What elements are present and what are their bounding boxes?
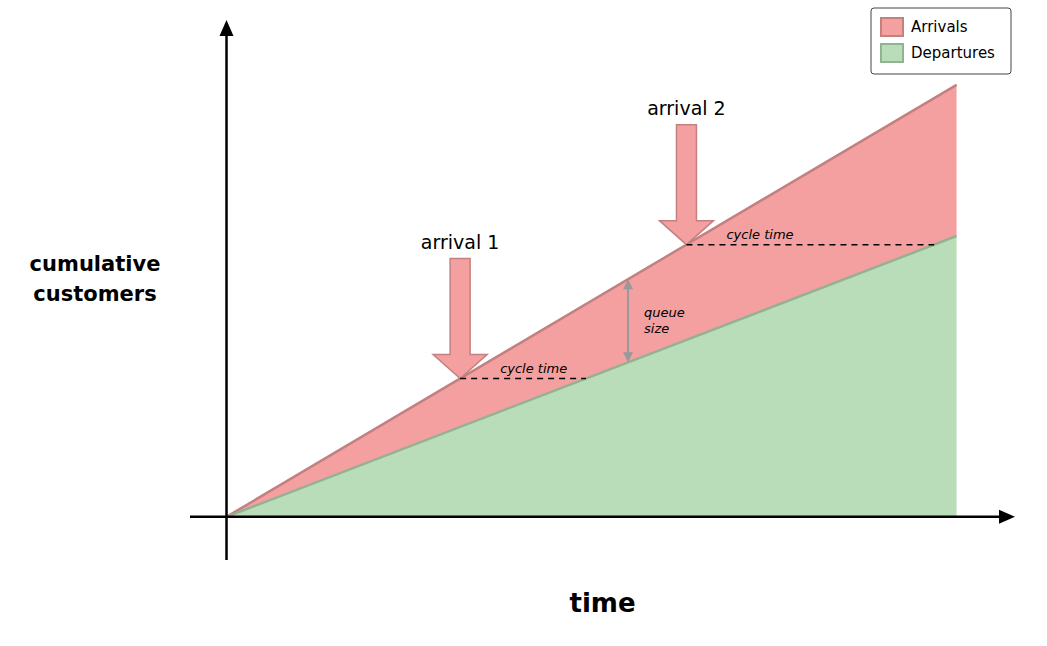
queue-label-line: size [644, 321, 669, 336]
queue-arrow-head [623, 352, 633, 362]
annotations: arrival 1 arrival 2 cycle time cycle time qu… [421, 97, 934, 379]
departures-area [227, 236, 957, 517]
y-axis-label-line: cumulative [30, 252, 161, 276]
legend-swatch [881, 44, 903, 62]
x-axis-line [190, 516, 999, 519]
y-axis-label-line: customers [33, 282, 156, 306]
y-axis-label: cumulative customers [30, 252, 161, 306]
cycle-time-line [686, 244, 934, 246]
queue-arrow-head [623, 279, 633, 289]
x-axis-label: time [569, 588, 635, 618]
x-axis-head [999, 510, 1015, 524]
arrival-label: arrival 2 [647, 97, 726, 119]
legend: Arrivals Departures [871, 8, 1011, 74]
queue-arrow-line [627, 288, 629, 353]
plot-area [227, 85, 957, 517]
chart: arrival 1 arrival 2 cycle time cycle time qu… [0, 0, 1047, 646]
legend-frame [871, 8, 1011, 74]
x-axis [190, 510, 1015, 524]
y-axis-head [220, 20, 234, 36]
background [0, 0, 1047, 646]
series-line [227, 236, 957, 517]
queue-arrow [623, 279, 633, 362]
cycle-time-line [460, 378, 586, 380]
series-line [227, 85, 957, 517]
legend-label: Arrivals [911, 18, 968, 36]
arrival-arrow [659, 125, 713, 245]
queue-label-line: queue [644, 305, 685, 320]
arrivals-area [227, 85, 957, 517]
legend-swatch [881, 18, 903, 36]
cycle-time-label: cycle time [726, 227, 793, 242]
y-axis [220, 20, 234, 560]
arrival-label: arrival 1 [421, 231, 500, 253]
arrival-arrow [433, 259, 487, 379]
legend-label: Departures [911, 44, 995, 62]
y-axis-line [225, 36, 228, 560]
cycle-time-label: cycle time [500, 361, 567, 376]
queue-label: queuesize [644, 305, 685, 336]
